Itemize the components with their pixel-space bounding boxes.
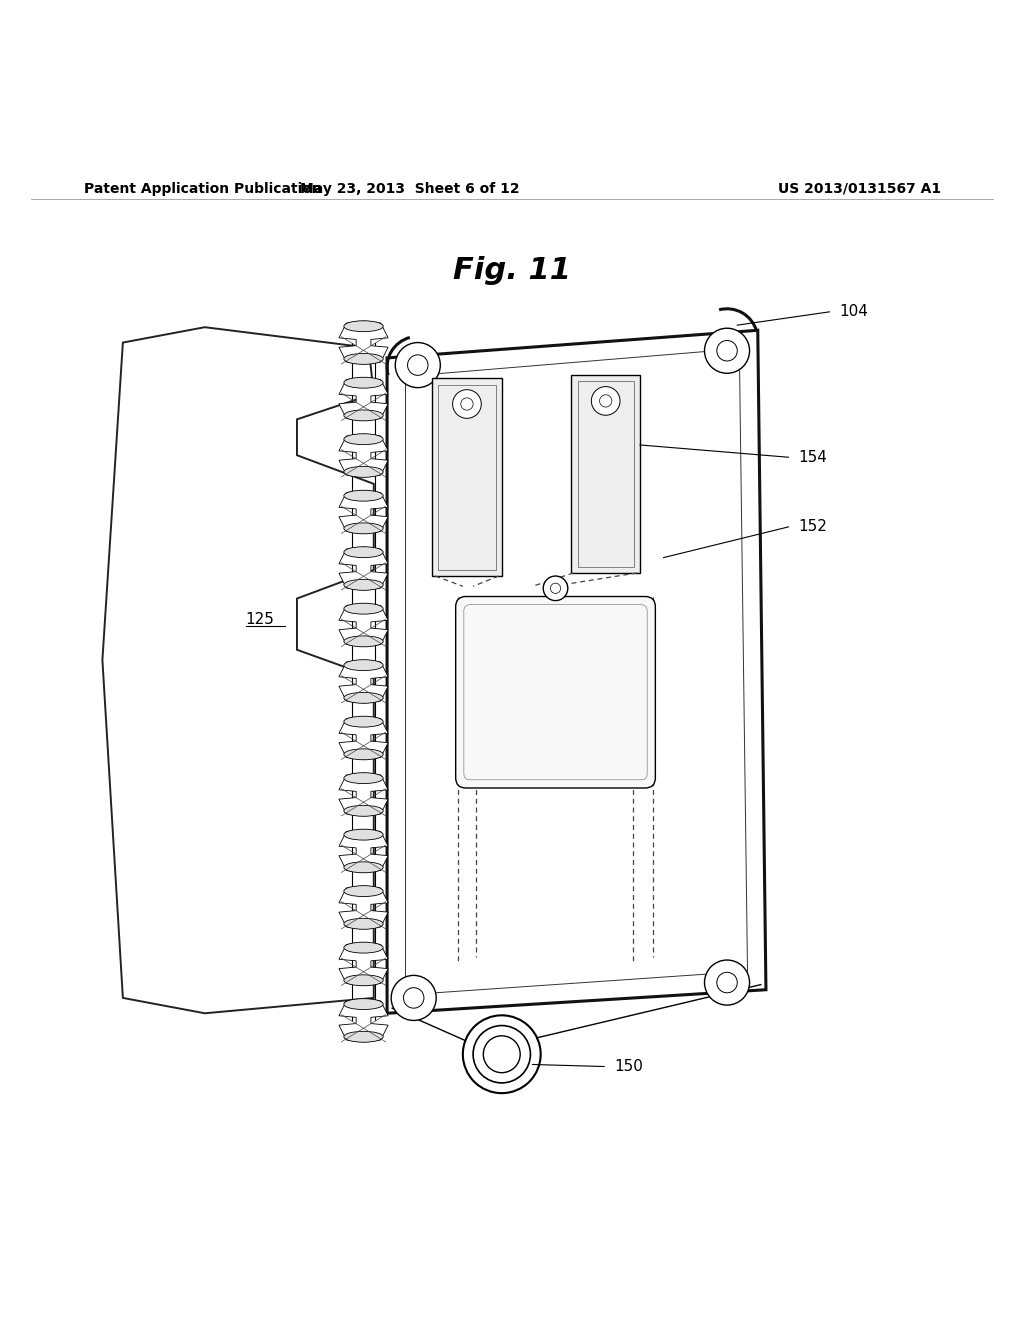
- Circle shape: [461, 397, 473, 411]
- Polygon shape: [571, 375, 640, 573]
- Circle shape: [403, 987, 424, 1008]
- Circle shape: [592, 387, 621, 416]
- Polygon shape: [339, 829, 388, 873]
- Ellipse shape: [344, 490, 383, 502]
- Ellipse shape: [344, 829, 383, 840]
- Circle shape: [717, 973, 737, 993]
- Polygon shape: [339, 774, 388, 816]
- Circle shape: [717, 341, 737, 360]
- Text: Patent Application Publication: Patent Application Publication: [84, 182, 322, 195]
- Polygon shape: [339, 378, 388, 421]
- Ellipse shape: [344, 546, 383, 557]
- Ellipse shape: [344, 862, 383, 873]
- Polygon shape: [339, 717, 388, 759]
- Ellipse shape: [344, 772, 383, 784]
- Ellipse shape: [344, 975, 383, 986]
- Ellipse shape: [344, 748, 383, 760]
- Ellipse shape: [344, 603, 383, 614]
- Ellipse shape: [344, 805, 383, 816]
- Polygon shape: [102, 327, 374, 1014]
- Polygon shape: [339, 603, 388, 647]
- Polygon shape: [339, 491, 388, 533]
- Text: 154: 154: [799, 450, 827, 465]
- Circle shape: [473, 1026, 530, 1082]
- Ellipse shape: [344, 717, 383, 727]
- Ellipse shape: [344, 523, 383, 533]
- Ellipse shape: [344, 378, 383, 388]
- Ellipse shape: [344, 660, 383, 671]
- Ellipse shape: [344, 1031, 383, 1043]
- Polygon shape: [339, 321, 388, 364]
- Polygon shape: [339, 942, 388, 985]
- Ellipse shape: [344, 919, 383, 929]
- Circle shape: [395, 343, 440, 388]
- Circle shape: [551, 583, 561, 594]
- Polygon shape: [339, 546, 388, 590]
- Ellipse shape: [344, 354, 383, 364]
- Ellipse shape: [344, 886, 383, 896]
- Circle shape: [705, 329, 750, 374]
- Circle shape: [408, 355, 428, 375]
- Circle shape: [705, 960, 750, 1005]
- Circle shape: [453, 389, 481, 418]
- Ellipse shape: [344, 321, 383, 331]
- Circle shape: [543, 576, 567, 601]
- Polygon shape: [339, 434, 388, 477]
- Ellipse shape: [344, 411, 383, 421]
- Ellipse shape: [344, 693, 383, 704]
- Text: 104: 104: [840, 305, 868, 319]
- Circle shape: [483, 1036, 520, 1073]
- Polygon shape: [339, 886, 388, 929]
- Text: 150: 150: [614, 1059, 643, 1074]
- Text: US 2013/0131567 A1: US 2013/0131567 A1: [778, 182, 941, 195]
- Ellipse shape: [344, 636, 383, 647]
- Circle shape: [391, 975, 436, 1020]
- Circle shape: [600, 395, 612, 407]
- FancyBboxPatch shape: [456, 597, 655, 788]
- Ellipse shape: [344, 434, 383, 445]
- Text: 152: 152: [799, 519, 827, 535]
- Ellipse shape: [344, 999, 383, 1010]
- Ellipse shape: [344, 466, 383, 478]
- Ellipse shape: [344, 579, 383, 590]
- Text: May 23, 2013  Sheet 6 of 12: May 23, 2013 Sheet 6 of 12: [300, 182, 519, 195]
- Text: 125: 125: [246, 611, 274, 627]
- Text: Fig. 11: Fig. 11: [453, 256, 571, 285]
- Ellipse shape: [344, 942, 383, 953]
- Polygon shape: [387, 330, 766, 1014]
- Polygon shape: [339, 999, 388, 1041]
- Polygon shape: [432, 379, 502, 576]
- Circle shape: [463, 1015, 541, 1093]
- Polygon shape: [339, 660, 388, 704]
